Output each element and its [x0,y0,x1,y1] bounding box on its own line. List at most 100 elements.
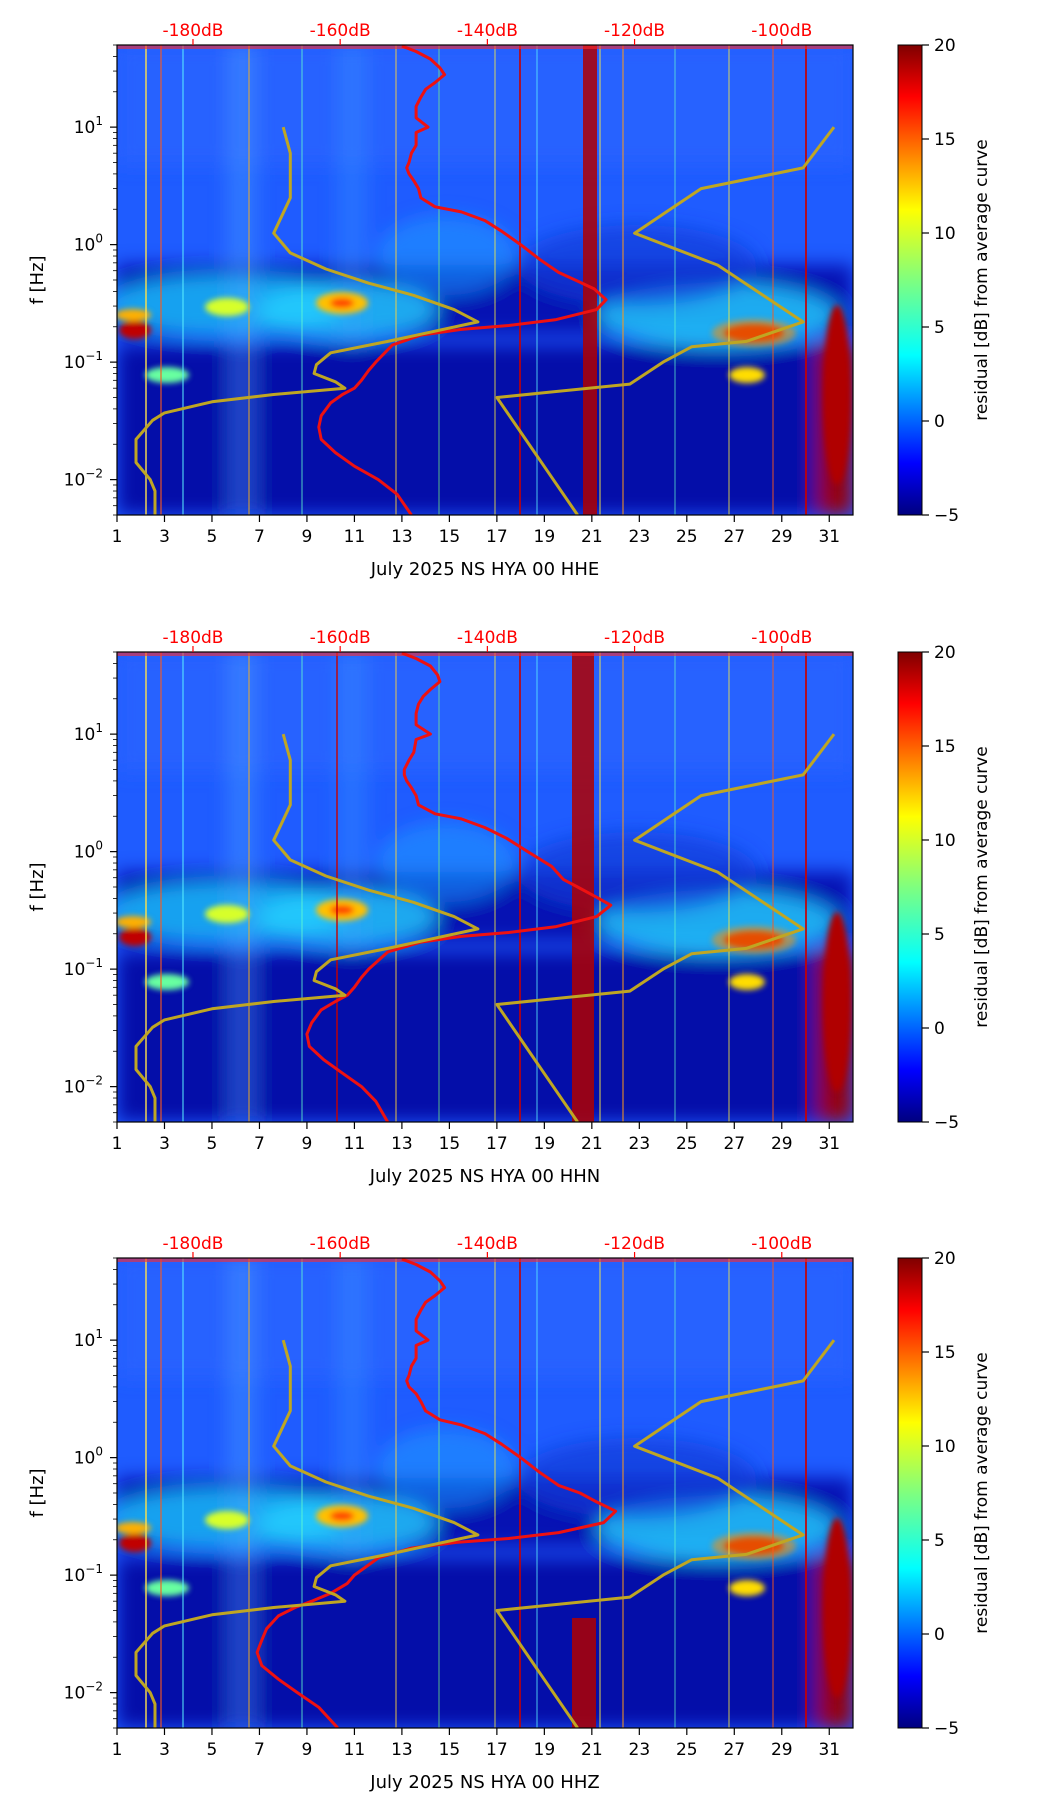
colorbar: −5 0 5 10 15 20 residual [dB] from average cu… [897,1249,992,1739]
x-tick-label: 29 [771,1134,793,1154]
colorbar-tick-label: −5 [934,506,959,526]
x-tick-label: 27 [723,1740,745,1760]
noise-model-curve [134,1339,480,1728]
x-tick-label: 21 [581,1740,603,1760]
x-tick-label: 3 [159,527,170,547]
x-tick-label: 5 [207,1740,218,1760]
top-db-label: -120dB [604,628,665,648]
top-db-label: -160dB [310,1234,371,1254]
spectrogram-panel-hhz: 1 3 5 7 9 11 13 15 17 19 21 23 25 27 29 31 10−210−11001… [27,1234,992,1793]
x-axis-label: July 2025 NS HYA 00 HHE [370,559,599,580]
x-tick-label: 9 [302,527,313,547]
colorbar-tick-label: 15 [934,737,956,757]
x-tick-label: 1 [112,1134,123,1154]
top-db-label: -140dB [457,21,518,41]
spectrogram-heatmap [117,45,853,515]
x-tick-label: 31 [818,527,840,547]
x-tick-label: 3 [159,1134,170,1154]
spectrogram-plot-area: 1 3 5 7 9 11 13 15 17 19 21 23 25 27 29 31 10−210−11001… [27,21,854,580]
colorbar-tick-label: 5 [934,925,945,945]
x-tick-label: 7 [254,1134,265,1154]
top-db-axis: -180dB -160dB -140dB -120dB -100dB [162,628,812,652]
y-axis-label: f [Hz] [27,1468,48,1517]
average-psd-curve [317,45,608,515]
colorbar-tick-label: 5 [934,1531,945,1551]
x-tick-label: 5 [207,1134,218,1154]
x-tick-label: 15 [439,1134,461,1154]
y-tick-label: 100 [74,839,103,863]
colorbar-label: residual [dB] from average curve [972,1352,992,1633]
top-db-label: -160dB [310,628,371,648]
colorbar-label: residual [dB] from average curve [972,139,992,420]
colorbar-tick-label: 10 [934,224,956,244]
x-tick-label: 23 [629,527,651,547]
spectrogram-plot-area: 1 3 5 7 9 11 13 15 17 19 21 23 25 27 29 31 10−210−11001… [27,628,854,1187]
x-tick-label: 13 [391,1134,413,1154]
x-tick-label: 29 [771,1740,793,1760]
y-tick-label: 101 [74,114,103,138]
colorbar-tick-label: 20 [934,643,956,663]
x-tick-label: 27 [723,527,745,547]
colorbar-ticks: −5 0 5 10 15 20 [922,643,959,1133]
top-db-label: -120dB [604,1234,665,1254]
y-tick-label: 10−2 [64,467,103,491]
y-tick-label: 10−2 [64,1074,103,1098]
x-tick-label: 1 [112,527,123,547]
y-tick-label: 10−1 [64,349,103,373]
x-axis: 1 3 5 7 9 11 13 15 17 19 21 23 25 27 29 31 [112,1122,840,1154]
x-axis-label: July 2025 NS HYA 00 HHZ [369,1772,599,1793]
x-tick-label: 15 [439,1740,461,1760]
top-db-label: -140dB [457,1234,518,1254]
x-tick-label: 31 [818,1134,840,1154]
x-tick-label: 5 [207,527,218,547]
average-psd-curve [255,1258,618,1728]
x-axis: 1 3 5 7 9 11 13 15 17 19 21 23 25 27 29 31 [112,1728,840,1760]
spectrogram-curves [134,45,836,515]
y-tick-label: 10−1 [64,1562,103,1586]
top-db-label: -100dB [751,21,812,41]
y-tick-label: 10−1 [64,956,103,980]
x-tick-label: 17 [486,1740,508,1760]
x-tick-label: 3 [159,1740,170,1760]
colorbar-label: residual [dB] from average curve [972,746,992,1027]
y-axis-label: f [Hz] [27,862,48,911]
y-tick-label: 100 [74,232,103,256]
colorbar-tick-label: 0 [934,412,945,432]
spectrogram-heatmap [117,1258,853,1728]
top-db-axis: -180dB -160dB -140dB -120dB -100dB [162,21,812,45]
y-tick-label: 10−2 [64,1680,103,1704]
colorbar-tick-label: 0 [934,1625,945,1645]
colorbar-ticks: −5 0 5 10 15 20 [922,1249,959,1739]
x-tick-label: 19 [534,1740,556,1760]
spectrogram-panel-hhe: 1 3 5 7 9 11 13 15 17 19 21 23 25 27 29 31 10−210−11001… [27,21,992,580]
y-axis: 10−2 10−1 100 101 [64,44,117,516]
top-db-label: -120dB [604,21,665,41]
x-tick-label: 13 [391,527,413,547]
spectrogram-curves [134,652,836,1122]
colorbar-tick-label: −5 [934,1113,959,1133]
x-tick-label: 25 [676,1134,698,1154]
x-tick-label: 25 [676,1740,698,1760]
y-axis: 10−2 10−1 100 101 [64,1257,117,1729]
x-tick-label: 15 [439,527,461,547]
x-tick-label: 11 [344,527,366,547]
noise-model-curve [495,126,836,515]
y-tick-label: 101 [74,1327,103,1351]
spectrogram-heatmap [117,652,853,1122]
x-tick-label: 17 [486,527,508,547]
spectrogram-curves [134,1258,836,1728]
y-tick-label: 101 [74,721,103,745]
colorbar-tick-label: 15 [934,1343,956,1363]
top-db-label: -180dB [162,21,223,41]
noise-model-curve [495,733,836,1122]
colorbar-tick-label: 10 [934,1437,956,1457]
x-tick-label: 9 [302,1740,313,1760]
noise-model-curve [134,126,480,515]
spectrogram-panel-hhn: 1 3 5 7 9 11 13 15 17 19 21 23 25 27 29 31 10−210−11001… [27,628,992,1187]
average-psd-curve [305,652,613,1122]
x-tick-label: 7 [254,527,265,547]
noise-model-curve [495,1339,836,1728]
x-tick-label: 21 [581,1134,603,1154]
top-db-label: -100dB [751,628,812,648]
